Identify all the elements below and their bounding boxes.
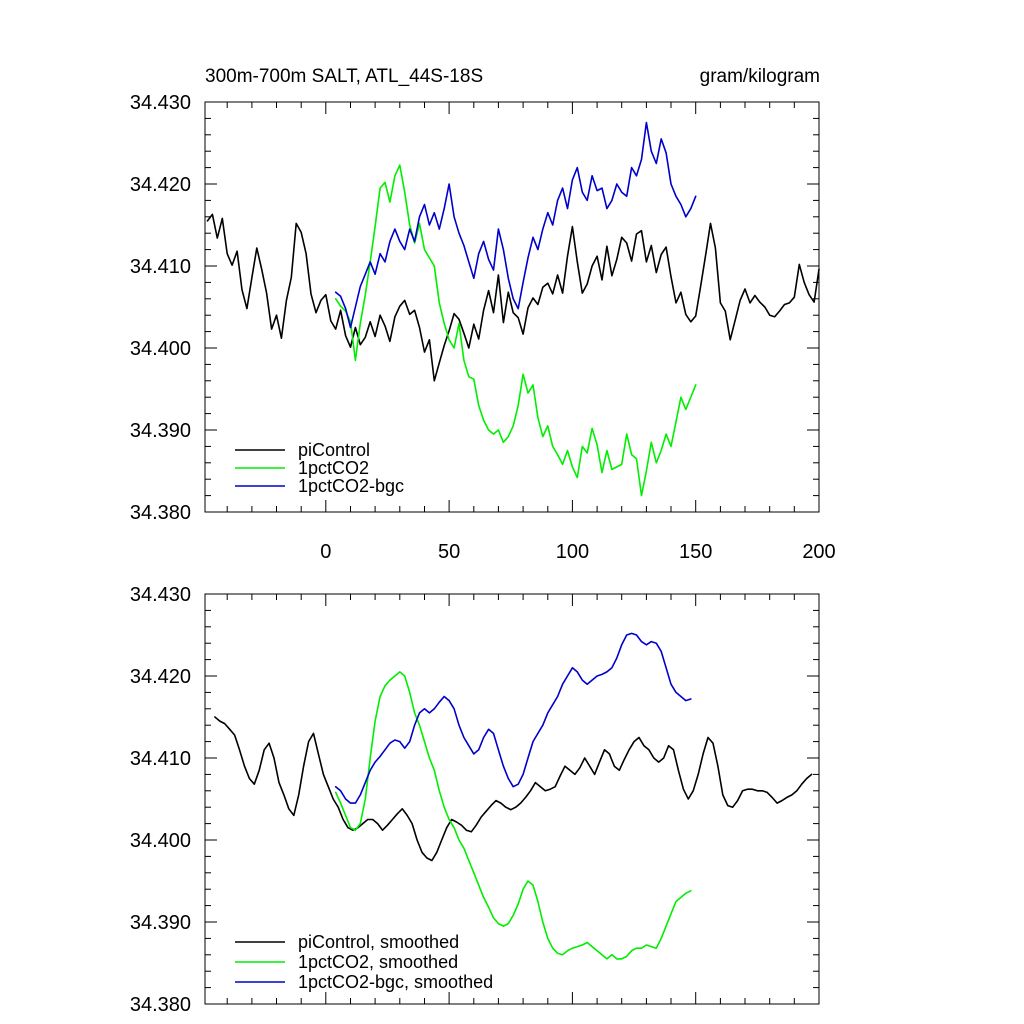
legend-label: piControl: [298, 440, 370, 460]
series-line-1pctco2-smoothed: [334, 671, 692, 960]
x-tick-label: 150: [679, 541, 712, 563]
y-tick-label: 34.400: [130, 830, 191, 852]
series-line-1pctco2-bgc-smoothed: [334, 632, 692, 804]
plot-frame: [204, 593, 820, 1005]
y-tick-label: 34.410: [130, 748, 191, 770]
bottom-panel: 34.380 34.390 34.400 34.410 34.420 34.430 piC…: [130, 584, 820, 1016]
y-tick-label: 34.420: [130, 174, 191, 196]
y-tick-label: 34.430: [130, 92, 191, 114]
y-tick-labels: 34.380 34.390 34.400 34.410 34.420 34.430: [130, 584, 191, 1016]
series-line-picontrol-smoothed: [214, 716, 813, 862]
series-line-1pctco2-bgc: [334, 121, 697, 329]
legend-label: 1pctCO2: [298, 458, 369, 478]
panel-title-right: gram/kilogram: [700, 66, 820, 87]
top-panel: 300m-700m SALT, ATL_44S-18S gram/kilogra…: [130, 66, 836, 563]
y-tick-label: 34.410: [130, 256, 191, 278]
series-lines: [214, 632, 813, 960]
panel-title-left: 300m-700m SALT, ATL_44S-18S: [205, 66, 483, 87]
tick-marks: [205, 593, 820, 1005]
x-tick-labels: 0 50 100 150 200: [320, 541, 835, 563]
y-tick-label: 34.390: [130, 420, 191, 442]
series-line-1pctco2: [334, 164, 697, 497]
series-lines: [206, 121, 820, 497]
x-tick-label: 200: [802, 541, 835, 563]
y-tick-label: 34.380: [130, 502, 191, 524]
legend-label: 1pctCO2-bgc: [298, 476, 404, 496]
tick-marks: [205, 101, 820, 513]
x-tick-label: 100: [556, 541, 589, 563]
y-tick-label: 34.380: [130, 994, 191, 1016]
y-tick-labels: 34.380 34.390 34.400 34.410 34.420 34.430: [130, 92, 191, 524]
y-tick-label: 34.400: [130, 338, 191, 360]
legend-label: 1pctCO2-bgc, smoothed: [298, 972, 493, 992]
x-tick-label: 0: [320, 541, 331, 563]
series-line-picontrol: [206, 213, 820, 382]
y-tick-label: 34.430: [130, 584, 191, 606]
plot-frame: [204, 101, 820, 513]
y-tick-label: 34.420: [130, 666, 191, 688]
y-tick-label: 34.390: [130, 912, 191, 934]
legend-label: piControl, smoothed: [298, 932, 459, 952]
legend-label: 1pctCO2, smoothed: [298, 952, 458, 972]
x-tick-label: 50: [438, 541, 460, 563]
